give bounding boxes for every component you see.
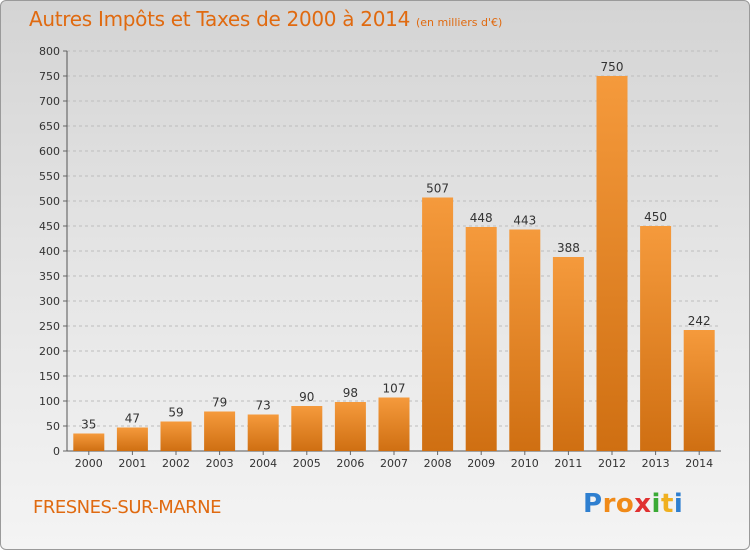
y-tick-label: 750: [39, 70, 60, 83]
y-tick-label: 650: [39, 120, 60, 133]
y-tick-label: 100: [39, 395, 60, 408]
logo-letter: r: [602, 489, 616, 519]
y-tick-label: 150: [39, 370, 60, 383]
x-tick-label: 2003: [206, 457, 234, 470]
x-tick-label: 2011: [554, 457, 582, 470]
data-label: 79: [212, 396, 227, 410]
bar: [640, 226, 672, 451]
data-label: 35: [81, 418, 96, 432]
bar: [334, 402, 366, 451]
logo-letter: o: [615, 489, 635, 519]
bar: [422, 197, 454, 451]
bar: [465, 227, 497, 451]
bar: [247, 414, 279, 451]
data-label: 443: [513, 214, 536, 228]
bar: [73, 433, 105, 451]
title-text: Autres Impôts et Taxes de 2000 à 2014: [29, 7, 410, 31]
y-tick-label: 600: [39, 145, 60, 158]
y-tick-label: 800: [39, 45, 60, 58]
y-tick-label: 450: [39, 220, 60, 233]
data-label: 750: [601, 60, 624, 74]
data-label: 448: [470, 211, 493, 225]
x-tick-label: 2006: [336, 457, 364, 470]
x-tick-label: 2008: [424, 457, 452, 470]
x-tick-label: 2002: [162, 457, 190, 470]
data-label: 90: [299, 390, 314, 404]
bar: [552, 257, 584, 451]
data-label: 59: [168, 406, 183, 420]
city-name: FRESNES-SUR-MARNE: [33, 497, 221, 518]
logo-letter: t: [660, 489, 674, 519]
logo-letter: i: [673, 489, 684, 519]
x-tick-label: 2007: [380, 457, 408, 470]
x-tick-label: 2013: [642, 457, 670, 470]
bar: [683, 330, 715, 451]
y-tick-label: 350: [39, 270, 60, 283]
x-tick-label: 2012: [598, 457, 626, 470]
x-tick-label: 2014: [685, 457, 713, 470]
y-tick-label: 250: [39, 320, 60, 333]
y-tick-label: 700: [39, 95, 60, 108]
x-tick-label: 2010: [511, 457, 539, 470]
data-label: 47: [125, 412, 140, 426]
y-tick-label: 500: [39, 195, 60, 208]
y-tick-label: 300: [39, 295, 60, 308]
bar: [509, 229, 541, 451]
bar: [596, 76, 628, 451]
logo-letter: P: [583, 489, 603, 519]
y-tick-label: 50: [46, 420, 60, 433]
y-tick-label: 400: [39, 245, 60, 258]
y-tick-label: 200: [39, 345, 60, 358]
x-tick-label: 2005: [293, 457, 321, 470]
logo-letter: x: [634, 489, 652, 519]
y-tick-label: 550: [39, 170, 60, 183]
data-label: 388: [557, 241, 580, 255]
x-tick-label: 2004: [249, 457, 277, 470]
x-tick-label: 2000: [75, 457, 103, 470]
data-label: 98: [343, 386, 358, 400]
logo-letter: i: [651, 489, 661, 519]
bar: [160, 421, 192, 451]
proxiti-logo: Proxiti: [583, 489, 683, 519]
data-label: 107: [383, 382, 406, 396]
bar: [116, 427, 148, 451]
y-tick-label: 0: [53, 445, 60, 458]
x-tick-label: 2001: [118, 457, 146, 470]
data-label: 450: [644, 210, 667, 224]
bar: [291, 406, 323, 451]
bar: [378, 397, 410, 451]
data-label: 73: [256, 399, 271, 413]
bar: [204, 411, 236, 451]
unit-note: (en milliers d'€): [416, 16, 503, 29]
chart-title: Autres Impôts et Taxes de 2000 à 2014 (en…: [29, 7, 502, 31]
x-tick-label: 2009: [467, 457, 495, 470]
data-label: 507: [426, 182, 449, 196]
data-label: 242: [688, 314, 711, 328]
